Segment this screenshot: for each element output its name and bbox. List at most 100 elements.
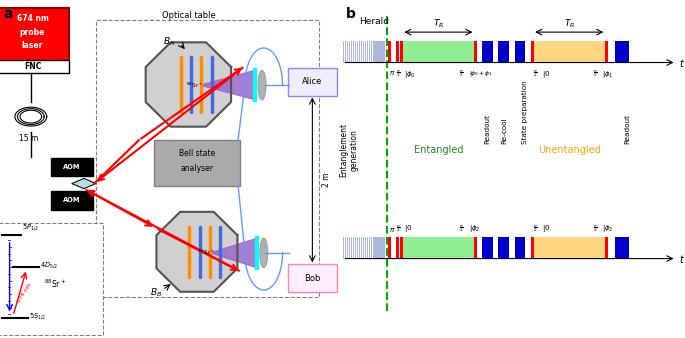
Polygon shape bbox=[200, 70, 255, 100]
Polygon shape bbox=[156, 212, 238, 292]
Bar bbox=[343, 41, 345, 63]
Text: $5P_{1/2}$: $5P_{1/2}$ bbox=[22, 223, 39, 233]
Bar bbox=[400, 237, 477, 259]
Bar bbox=[364, 41, 366, 63]
Bar bbox=[400, 41, 403, 63]
Text: $\pi$: $\pi$ bbox=[388, 69, 395, 77]
Text: 674 nm: 674 nm bbox=[16, 282, 33, 303]
Ellipse shape bbox=[258, 70, 266, 100]
Bar bbox=[357, 41, 358, 63]
Polygon shape bbox=[72, 178, 96, 189]
Text: $^{88}$Sr$^+$: $^{88}$Sr$^+$ bbox=[186, 80, 203, 90]
Text: $t$: $t$ bbox=[679, 56, 685, 69]
Text: 674 nm: 674 nm bbox=[16, 14, 49, 23]
Bar bbox=[0, 223, 103, 335]
Text: Unentangled: Unentangled bbox=[538, 145, 601, 155]
FancyBboxPatch shape bbox=[288, 264, 337, 292]
Text: $|\phi_2$: $|\phi_2$ bbox=[602, 223, 614, 234]
Bar bbox=[531, 41, 608, 63]
Text: $|0$: $|0$ bbox=[542, 223, 550, 234]
Text: 2 m: 2 m bbox=[321, 173, 331, 187]
Bar bbox=[361, 237, 362, 259]
Text: Alice: Alice bbox=[302, 77, 323, 87]
Text: $\frac{\pi}{2}$: $\frac{\pi}{2}$ bbox=[593, 223, 597, 234]
Text: $^{88}$Sr$^+$: $^{88}$Sr$^+$ bbox=[44, 278, 66, 290]
Bar bbox=[347, 41, 348, 63]
Bar bbox=[384, 41, 386, 63]
Bar bbox=[474, 41, 477, 63]
Bar bbox=[498, 237, 509, 259]
Text: $5S_{1/2}$: $5S_{1/2}$ bbox=[29, 311, 47, 322]
Bar bbox=[531, 41, 534, 63]
Text: $|0$: $|0$ bbox=[542, 69, 550, 80]
Bar bbox=[605, 41, 608, 63]
Bar bbox=[482, 237, 493, 259]
Bar bbox=[359, 41, 360, 63]
Bar bbox=[0, 8, 68, 61]
Bar bbox=[347, 237, 348, 259]
FancyBboxPatch shape bbox=[51, 158, 93, 176]
Bar bbox=[366, 41, 368, 63]
Bar bbox=[355, 237, 356, 259]
Bar bbox=[395, 41, 399, 63]
Text: Entanglement
generation: Entanglement generation bbox=[339, 123, 358, 177]
Bar bbox=[353, 41, 354, 63]
Text: probe: probe bbox=[20, 28, 45, 37]
Bar bbox=[351, 41, 352, 63]
Text: $T_R$: $T_R$ bbox=[433, 18, 444, 30]
Text: Bell state: Bell state bbox=[179, 149, 215, 158]
Text: $|\phi_0$: $|\phi_0$ bbox=[404, 69, 416, 80]
Text: $B_A$: $B_A$ bbox=[164, 36, 175, 48]
Text: b: b bbox=[346, 7, 356, 21]
Bar bbox=[366, 237, 368, 259]
Text: AOM: AOM bbox=[63, 164, 81, 170]
Bar bbox=[353, 237, 354, 259]
Text: $\frac{\pi}{2}$: $\frac{\pi}{2}$ bbox=[533, 69, 537, 79]
Text: $4D_{5/2}$: $4D_{5/2}$ bbox=[40, 261, 59, 271]
Bar bbox=[482, 41, 493, 63]
Bar bbox=[371, 41, 372, 63]
Text: AOM: AOM bbox=[63, 197, 81, 203]
FancyBboxPatch shape bbox=[51, 191, 93, 210]
Bar bbox=[351, 237, 352, 259]
Bar bbox=[364, 237, 366, 259]
Bar bbox=[378, 41, 379, 63]
Bar bbox=[371, 237, 372, 259]
Text: $\pi$: $\pi$ bbox=[388, 226, 395, 234]
Text: $\frac{\pi}{2}$: $\frac{\pi}{2}$ bbox=[396, 223, 400, 234]
Bar bbox=[384, 237, 386, 259]
Bar bbox=[369, 237, 370, 259]
Bar bbox=[349, 41, 350, 63]
Bar bbox=[343, 237, 345, 259]
Bar bbox=[615, 237, 629, 259]
Ellipse shape bbox=[260, 238, 268, 268]
Text: $t$: $t$ bbox=[679, 252, 685, 265]
Bar bbox=[474, 237, 477, 259]
Bar bbox=[605, 237, 608, 259]
Bar bbox=[400, 237, 403, 259]
Bar bbox=[515, 237, 525, 259]
Bar bbox=[359, 237, 360, 259]
Bar bbox=[380, 237, 382, 259]
Text: $|0$: $|0$ bbox=[404, 223, 412, 234]
Polygon shape bbox=[211, 238, 257, 268]
Polygon shape bbox=[146, 42, 231, 127]
Bar bbox=[388, 237, 391, 259]
Bar bbox=[361, 41, 362, 63]
Bar bbox=[363, 41, 364, 63]
Text: $\frac{\pi}{2}$: $\frac{\pi}{2}$ bbox=[460, 69, 464, 79]
Bar bbox=[96, 20, 319, 297]
Bar bbox=[382, 41, 384, 63]
Text: Re-cool: Re-cool bbox=[501, 117, 507, 144]
FancyBboxPatch shape bbox=[288, 68, 337, 96]
Bar bbox=[357, 237, 358, 259]
FancyBboxPatch shape bbox=[154, 140, 240, 186]
Text: $|\phi_2$: $|\phi_2$ bbox=[469, 223, 480, 234]
Text: 15 m: 15 m bbox=[19, 134, 38, 143]
Bar bbox=[380, 41, 382, 63]
Text: Herald: Herald bbox=[360, 18, 390, 26]
Bar bbox=[363, 237, 364, 259]
Text: $B_B$: $B_B$ bbox=[150, 286, 162, 298]
Text: $\frac{\pi}{2}$: $\frac{\pi}{2}$ bbox=[593, 69, 597, 79]
Bar bbox=[373, 237, 374, 259]
